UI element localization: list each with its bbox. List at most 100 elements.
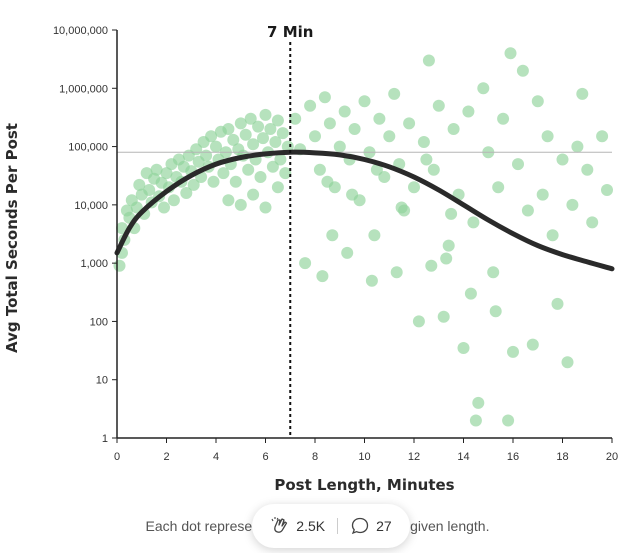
data-point	[279, 167, 292, 180]
data-point	[113, 259, 126, 272]
y-axis-title: Avg Total Seconds Per Post	[3, 123, 21, 353]
data-point	[383, 130, 396, 143]
data-point	[586, 216, 599, 229]
data-point	[242, 163, 255, 176]
data-point	[462, 105, 475, 118]
dots-layer	[113, 47, 613, 427]
data-point	[167, 194, 180, 207]
data-point	[247, 138, 260, 151]
data-point	[388, 87, 401, 100]
data-point	[447, 123, 460, 135]
data-point	[427, 163, 440, 176]
data-point	[403, 117, 416, 130]
data-point	[432, 99, 445, 112]
data-point	[497, 112, 510, 125]
y-tick-label: 1	[102, 433, 108, 445]
data-point	[457, 342, 470, 354]
data-point	[566, 198, 579, 211]
data-point	[420, 153, 433, 166]
data-point	[346, 188, 359, 201]
data-point	[227, 133, 240, 146]
reference-line-label: 7 Min	[267, 23, 313, 41]
data-point	[546, 229, 559, 242]
data-point	[365, 274, 378, 287]
data-point	[390, 266, 403, 279]
x-tick-label: 4	[213, 451, 219, 463]
scatter-chart: 7 Min 0 2 4 6 8 10 12 14 16 18 20 1 10 100 1,000 10,00…	[3, 23, 618, 494]
data-point	[472, 396, 485, 409]
data-point	[551, 297, 564, 310]
comment-button[interactable]: 27	[350, 516, 392, 536]
data-point	[341, 246, 354, 259]
data-point	[276, 127, 289, 140]
data-point	[239, 128, 252, 141]
data-point	[150, 163, 163, 176]
data-point	[304, 99, 317, 112]
data-point	[502, 414, 515, 427]
data-point	[408, 181, 420, 194]
data-point	[217, 167, 230, 180]
data-point	[271, 114, 284, 127]
x-tick-label: 0	[114, 451, 120, 463]
data-point	[323, 117, 336, 130]
x-tick-label: 16	[507, 451, 519, 463]
data-point	[309, 130, 321, 143]
data-point	[244, 112, 257, 125]
data-point	[422, 54, 435, 67]
data-point	[259, 108, 272, 121]
data-point	[581, 163, 594, 176]
data-point	[299, 257, 312, 270]
data-point	[561, 356, 574, 369]
data-point	[271, 181, 284, 194]
data-point	[464, 287, 477, 300]
data-point	[516, 64, 529, 77]
data-point	[187, 178, 200, 191]
data-point	[326, 229, 339, 242]
data-point	[358, 95, 371, 108]
data-point	[338, 105, 351, 118]
y-tick-label: 100	[90, 316, 108, 328]
data-point	[247, 188, 260, 201]
data-point	[512, 158, 524, 171]
data-point	[200, 149, 213, 162]
data-point	[445, 207, 458, 220]
data-point	[222, 194, 235, 207]
data-point	[318, 91, 331, 104]
data-point	[395, 201, 408, 214]
data-point	[234, 198, 247, 211]
data-point	[158, 201, 170, 214]
data-point	[333, 140, 346, 153]
data-point	[222, 123, 235, 135]
data-point	[437, 310, 450, 323]
y-tick-label: 10,000	[74, 200, 108, 212]
x-tick-label: 6	[262, 451, 268, 463]
data-point	[477, 82, 490, 95]
x-tick-label: 2	[163, 451, 169, 463]
caption-text-left: Each dot represer	[145, 518, 257, 534]
data-point	[370, 163, 383, 176]
data-point	[467, 216, 480, 229]
data-point	[160, 167, 173, 180]
data-point	[601, 184, 613, 196]
data-point	[378, 171, 391, 183]
y-tick-label: 1,000,000	[59, 83, 108, 95]
data-point	[234, 117, 247, 130]
data-point	[257, 132, 269, 145]
y-tick-label: 10,000,000	[53, 25, 108, 37]
x-tick-label: 18	[556, 451, 568, 463]
data-point	[526, 338, 539, 351]
data-point	[289, 112, 302, 125]
engagement-toolbar: 2.5K 27	[252, 504, 410, 548]
y-ticks: 1 10 100 1,000 10,000 100,000 1,000,000 10,000,…	[53, 25, 117, 445]
clap-button[interactable]: 2.5K	[270, 516, 325, 536]
data-point	[417, 136, 430, 148]
data-point	[425, 259, 438, 272]
data-point	[541, 130, 554, 143]
data-point	[412, 315, 425, 328]
x-tick-label: 20	[606, 451, 618, 463]
x-ticks: 0 2 4 6 8 10 12 14 16 18 20	[114, 438, 618, 463]
data-point	[281, 140, 294, 153]
data-point	[269, 136, 282, 148]
data-point	[440, 252, 453, 265]
data-point	[205, 130, 218, 143]
